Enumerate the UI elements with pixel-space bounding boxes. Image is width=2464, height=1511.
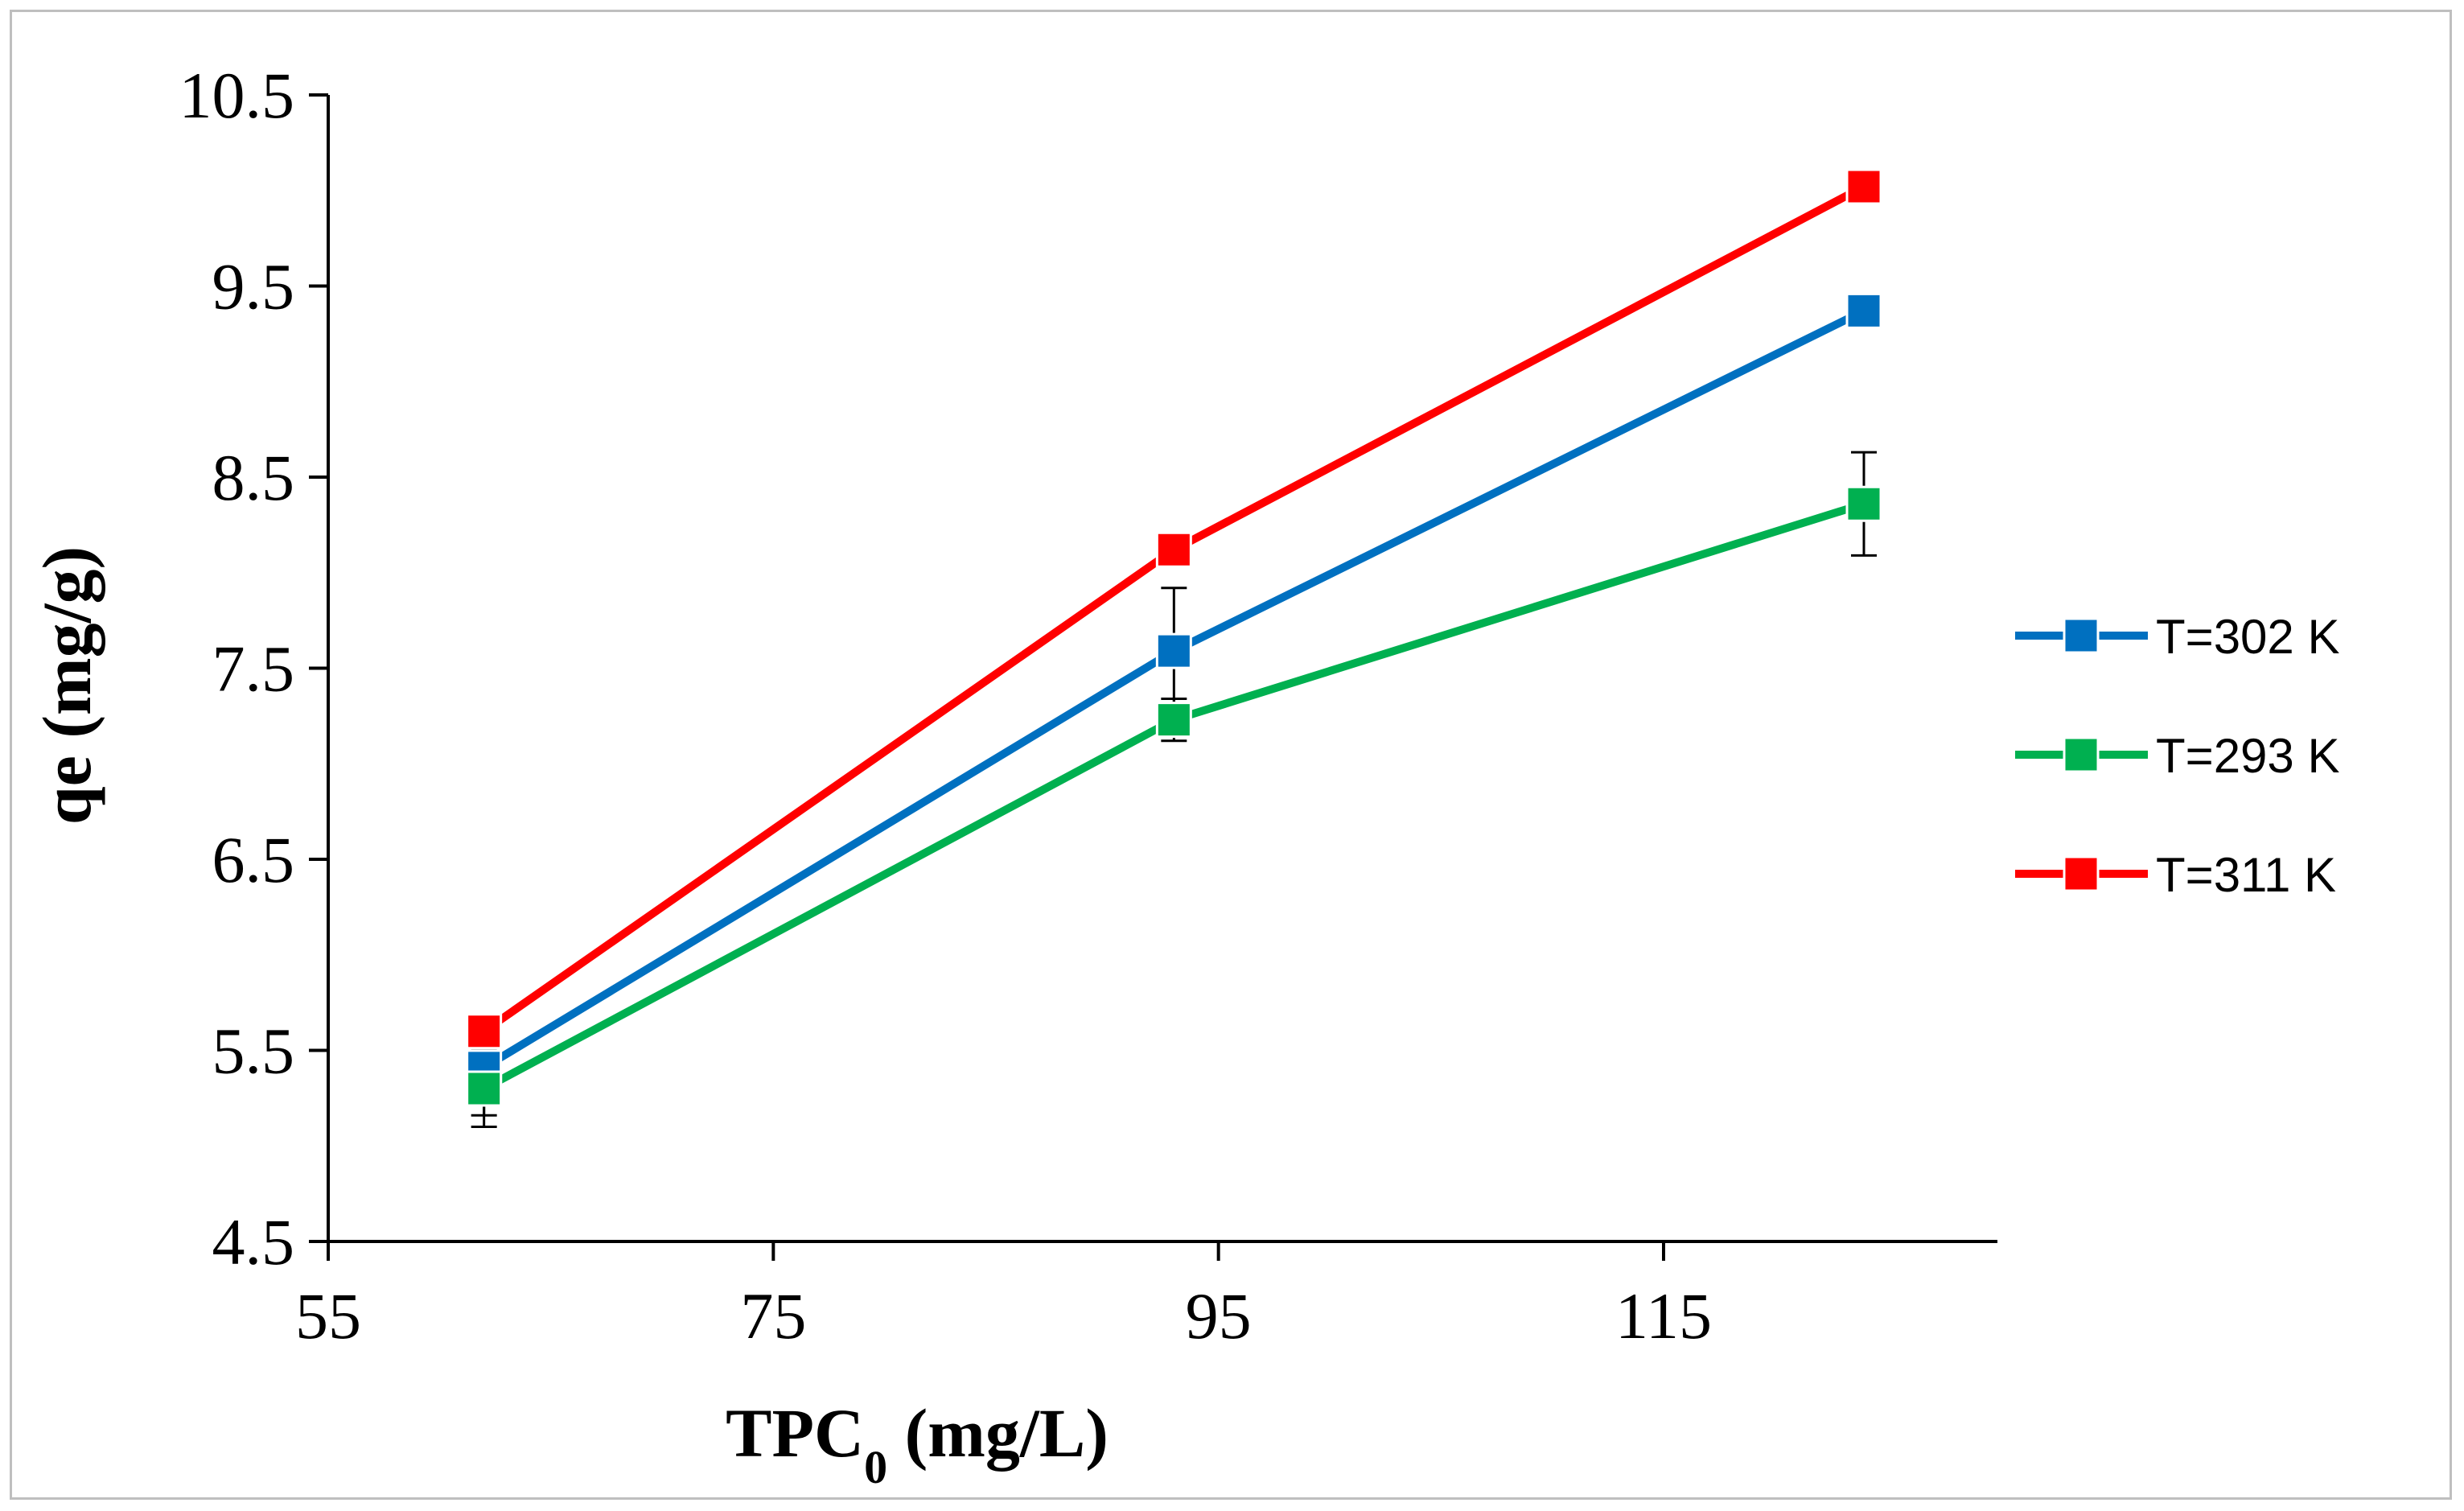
- legend-label: T=293 K: [2156, 729, 2340, 783]
- x-axis-ticks: 55 75 95 115: [295, 1241, 1712, 1352]
- data-point-marker: [1845, 168, 1882, 205]
- y-tick-label: 6.5: [212, 823, 295, 896]
- legend-marker: [2063, 736, 2100, 773]
- legend-marker: [2063, 855, 2100, 892]
- data-point-marker: [1845, 292, 1882, 329]
- axes: [327, 95, 1997, 1243]
- y-tick-label: 4.5: [212, 1205, 295, 1278]
- y-tick-label: 5.5: [212, 1015, 295, 1088]
- y-tick-label: 8.5: [212, 441, 295, 514]
- x-tick-label: 95: [1186, 1279, 1252, 1352]
- data-point-marker: [466, 1013, 503, 1050]
- legend-label: T=311 K: [2156, 848, 2336, 902]
- legend-marker: [2063, 617, 2100, 654]
- legend-item: T=293 K: [2015, 729, 2340, 783]
- x-tick-label: 115: [1615, 1279, 1712, 1352]
- data-point-marker: [466, 1070, 503, 1107]
- y-tick-label: 9.5: [212, 250, 295, 323]
- y-tick-label: 7.5: [212, 632, 295, 706]
- data-point-marker: [1155, 632, 1192, 669]
- x-axis-title-main: TPC: [726, 1394, 864, 1472]
- x-axis-title-subscript: 0: [864, 1441, 887, 1493]
- series-markers: [466, 168, 1882, 1107]
- x-axis-title: TPC0 (mg/L): [726, 1394, 1109, 1493]
- data-point-marker: [1845, 485, 1882, 522]
- data-point-marker: [1155, 702, 1192, 739]
- legend: T=302 K T=293 K T=311 K: [2015, 610, 2340, 902]
- y-axis-title: qe (mg/g): [28, 546, 105, 825]
- legend-item: T=311 K: [2015, 848, 2336, 902]
- y-axis-ticks: 4.5 5.5 6.5 7.5 8.5 9.5 10.5: [179, 59, 328, 1278]
- x-tick-label: 55: [295, 1279, 361, 1352]
- legend-item: T=302 K: [2015, 610, 2340, 664]
- x-axis-title-unit: (mg/L): [887, 1394, 1109, 1472]
- data-point-marker: [1155, 531, 1192, 568]
- y-tick-label: 10.5: [179, 59, 295, 132]
- x-tick-label: 75: [740, 1279, 806, 1352]
- legend-label: T=302 K: [2156, 610, 2340, 664]
- series-layer: [466, 168, 1882, 1128]
